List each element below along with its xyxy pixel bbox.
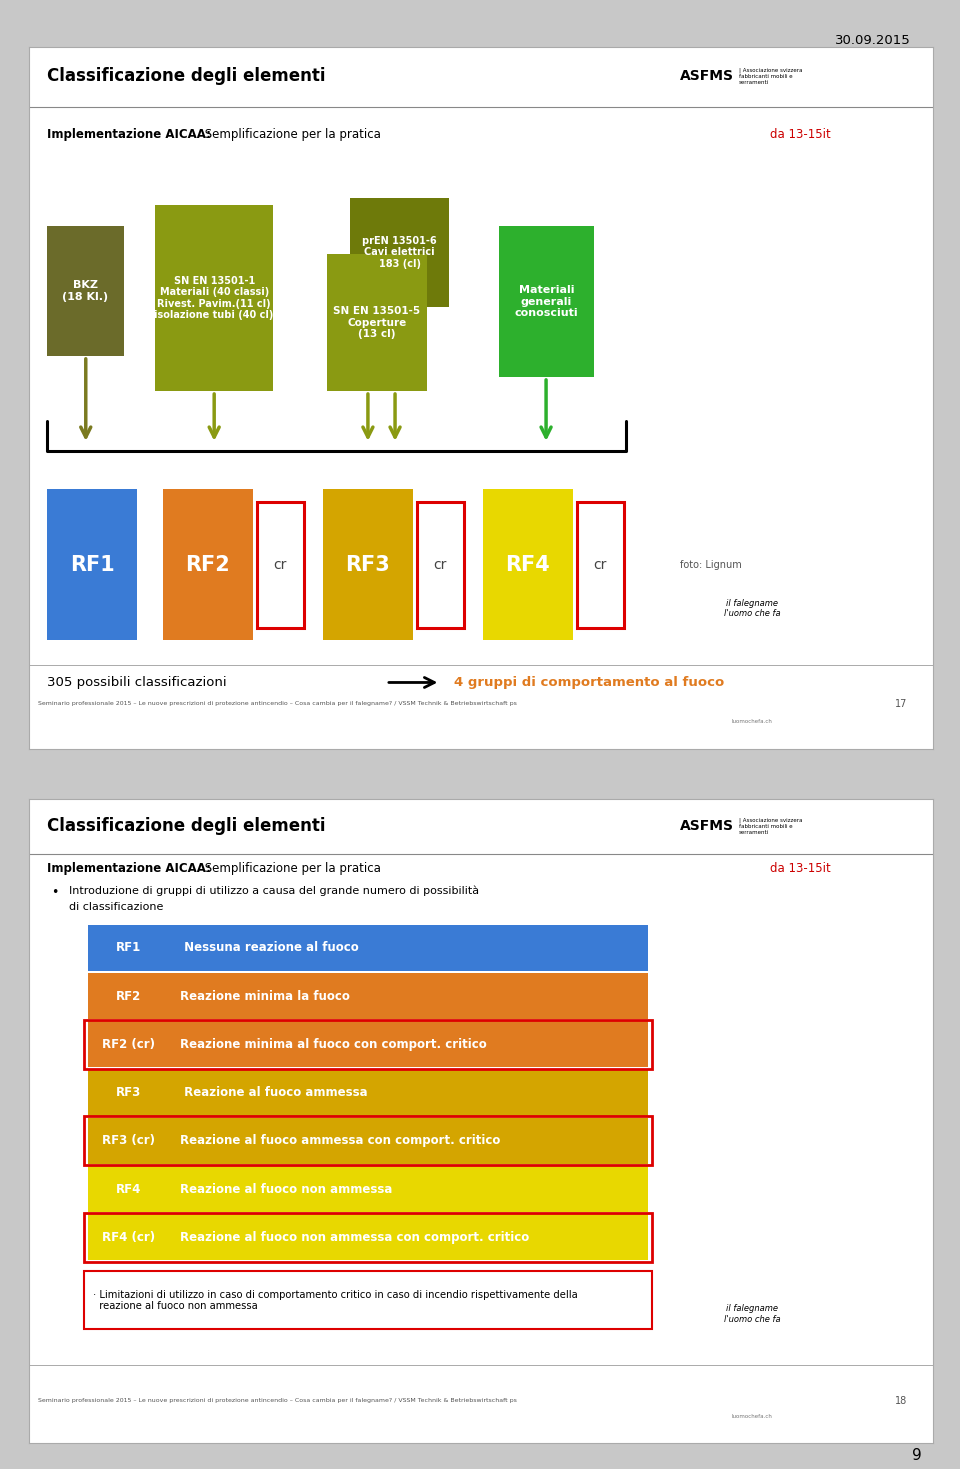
Text: 4 gruppi di comportamento al fuoco: 4 gruppi di comportamento al fuoco [454,676,724,689]
Text: RF3: RF3 [115,1086,141,1099]
FancyBboxPatch shape [87,1069,169,1115]
FancyBboxPatch shape [84,1271,652,1329]
FancyBboxPatch shape [169,1215,648,1260]
Text: Reazione al fuoco ammessa con comport. critico: Reazione al fuoco ammessa con comport. c… [180,1134,500,1147]
Text: luomochefa.ch: luomochefa.ch [732,1415,773,1419]
Text: 18: 18 [896,1396,907,1406]
FancyBboxPatch shape [169,1069,648,1115]
Text: il falegname
l'uomo che fa: il falegname l'uomo che fa [724,599,780,618]
FancyBboxPatch shape [87,1215,169,1260]
Text: RF2: RF2 [185,555,230,574]
Text: RF2 (cr): RF2 (cr) [102,1037,155,1050]
Text: da 13-15it: da 13-15it [770,128,831,141]
Text: ASFMS: ASFMS [680,69,733,84]
FancyBboxPatch shape [156,206,273,391]
Text: Semplificazione per la pratica: Semplificazione per la pratica [201,128,380,141]
Text: Reazione al fuoco non ammessa con comport. critico: Reazione al fuoco non ammessa con compor… [180,1231,529,1244]
FancyBboxPatch shape [169,972,648,1019]
FancyBboxPatch shape [87,972,169,1019]
FancyBboxPatch shape [47,226,124,355]
Text: RF4: RF4 [506,555,550,574]
Text: Seminario professionale 2015 – Le nuove prescrizioni di protezione antincendio –: Seminario professionale 2015 – Le nuove … [37,701,516,707]
Text: Semplificazione per la pratica: Semplificazione per la pratica [201,862,380,876]
Text: •: • [52,886,59,899]
Text: cr: cr [274,558,287,571]
FancyBboxPatch shape [349,198,449,307]
Text: Reazione al fuoco ammessa: Reazione al fuoco ammessa [180,1086,368,1099]
FancyBboxPatch shape [169,1166,648,1212]
FancyBboxPatch shape [483,489,573,640]
Text: | Associazione svizzera
fabbricanti mobili e
serramenti: | Associazione svizzera fabbricanti mobi… [738,817,803,834]
Text: RF3 (cr): RF3 (cr) [102,1134,155,1147]
Text: Materiali
generali
conosciuti: Materiali generali conosciuti [515,285,578,319]
FancyBboxPatch shape [169,1118,648,1163]
FancyBboxPatch shape [323,489,413,640]
FancyBboxPatch shape [577,502,624,627]
FancyBboxPatch shape [162,489,253,640]
Text: BKZ
(18 Kl.): BKZ (18 Kl.) [62,281,108,301]
Text: RF2: RF2 [115,990,141,1002]
Text: cr: cr [434,558,447,571]
Text: Reazione minima la fuoco: Reazione minima la fuoco [180,990,349,1002]
Text: 9: 9 [912,1448,922,1463]
Text: luomochefa.ch: luomochefa.ch [732,718,773,724]
Text: SN EN 13501-1
Materiali (40 classi)
Rivest. Pavim.(11 cl)
isolazione tubi (40 cl: SN EN 13501-1 Materiali (40 classi) Rive… [155,276,274,320]
Text: Seminario professionale 2015 – Le nuove prescrizioni di protezione antincendio –: Seminario professionale 2015 – Le nuove … [37,1398,516,1403]
FancyBboxPatch shape [47,489,137,640]
Text: Reazione al fuoco non ammessa: Reazione al fuoco non ammessa [180,1183,392,1196]
Text: Nessuna reazione al fuoco: Nessuna reazione al fuoco [180,942,358,955]
FancyBboxPatch shape [87,1021,169,1068]
Text: 305 possibili classificazioni: 305 possibili classificazioni [47,676,227,689]
Text: RF4 (cr): RF4 (cr) [102,1231,155,1244]
Text: · Limitazioni di utilizzo in caso di comportamento critico in caso di incendio r: · Limitazioni di utilizzo in caso di com… [93,1290,578,1312]
Text: Implementazione AICAA:: Implementazione AICAA: [47,862,211,876]
Text: foto: Lignum: foto: Lignum [680,560,742,570]
Text: | Associazione svizzera
fabbricanti mobili e
serramenti: | Associazione svizzera fabbricanti mobi… [738,68,803,85]
Text: 17: 17 [896,699,907,708]
Text: il falegname
l'uomo che fa: il falegname l'uomo che fa [724,1304,780,1324]
Text: Implementazione AICAA:: Implementazione AICAA: [47,128,211,141]
Text: SN EN 13501-5
Coperture
(13 cl): SN EN 13501-5 Coperture (13 cl) [333,306,420,339]
FancyBboxPatch shape [499,226,594,378]
FancyBboxPatch shape [169,924,648,971]
Text: RF1: RF1 [70,555,114,574]
Text: Introduzione di gruppi di utilizzo a causa del grande numero di possibilità: Introduzione di gruppi di utilizzo a cau… [68,886,479,896]
Text: prEN 13501-6
Cavi elettrici
183 (cl): prEN 13501-6 Cavi elettrici 183 (cl) [362,237,437,269]
Text: 30.09.2015: 30.09.2015 [835,34,911,47]
Text: da 13-15it: da 13-15it [770,862,831,876]
Text: RF1: RF1 [115,942,141,955]
FancyBboxPatch shape [417,502,464,627]
FancyBboxPatch shape [256,502,303,627]
Text: RF3: RF3 [346,555,391,574]
Text: cr: cr [593,558,607,571]
Text: RF4: RF4 [115,1183,141,1196]
FancyBboxPatch shape [327,254,426,391]
Text: ASFMS: ASFMS [680,820,733,833]
Text: Classificazione degli elementi: Classificazione degli elementi [47,817,325,836]
Text: Reazione minima al fuoco con comport. critico: Reazione minima al fuoco con comport. cr… [180,1037,487,1050]
FancyBboxPatch shape [87,924,169,971]
Text: Classificazione degli elementi: Classificazione degli elementi [47,68,325,85]
FancyBboxPatch shape [169,1021,648,1068]
Text: di classificazione: di classificazione [68,902,163,912]
FancyBboxPatch shape [87,1166,169,1212]
FancyBboxPatch shape [87,1118,169,1163]
